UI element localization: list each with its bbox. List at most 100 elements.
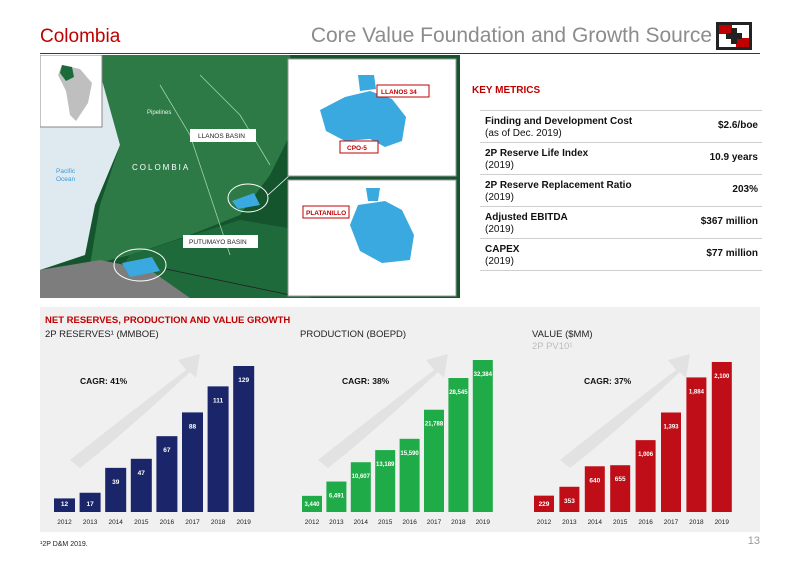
- data-label: 3,440: [304, 502, 320, 508]
- data-label: 6,491: [329, 494, 345, 500]
- x-tick-label: 2017: [664, 519, 679, 526]
- data-label: 2,100: [714, 374, 730, 380]
- bar-2018: [207, 386, 229, 512]
- page-title: Core Value Foundation and Growth Source: [310, 24, 712, 47]
- bar-2016: [399, 438, 420, 512]
- bar-2019: [472, 360, 493, 512]
- x-tick-label: 2014: [354, 519, 369, 526]
- x-tick-label: 2015: [134, 519, 149, 526]
- company-logo: [716, 22, 752, 50]
- data-label: 1,884: [689, 389, 705, 395]
- metric-sub: (2019): [485, 256, 514, 267]
- page-number: 13: [747, 535, 760, 547]
- metric-label: CAPEX: [485, 244, 520, 255]
- bar-2017: [182, 412, 203, 512]
- bar-2015: [130, 458, 152, 512]
- bar-2019: [711, 362, 732, 512]
- metric-row: 2P Reserve Replacement Ratio (2019) 203%: [480, 175, 762, 207]
- data-label: 1,393: [663, 425, 679, 431]
- data-label: 655: [615, 476, 626, 483]
- colombia-map: Pipelines COLOMBIA Pacific Ocean LLANOS …: [40, 55, 460, 298]
- cagr-label: CAGR: 37%: [584, 376, 632, 386]
- data-label: 15,590: [400, 451, 419, 457]
- metric-sub: (2019): [485, 160, 514, 171]
- bar-2013: [326, 481, 347, 512]
- putumayo-basin-label: PUTUMAYO BASIN: [189, 239, 247, 246]
- x-tick-label: 2016: [638, 519, 653, 526]
- platanillo-label: PLATANILLO: [306, 210, 346, 217]
- cagr-label: CAGR: 41%: [80, 376, 128, 386]
- x-tick-label: 2013: [329, 519, 344, 526]
- bar-2014: [584, 466, 605, 512]
- bar-2018: [686, 377, 707, 512]
- data-label: 88: [189, 423, 197, 430]
- x-tick-label: 2019: [476, 519, 491, 526]
- data-label: 39: [112, 479, 120, 486]
- metric-label: Finding and Development Cost: [485, 116, 633, 127]
- value-chart: 229 2012 353 2013 640 2014 655 2015 1,006 2016 1,3…: [534, 354, 732, 526]
- metric-value: $367 million: [700, 216, 758, 227]
- pipelines-label: Pipelines: [147, 110, 171, 116]
- production-chart: 3,440 2012 6,491 2013 10,607 2014 13,189 2015 15…: [302, 354, 493, 526]
- x-tick-label: 2018: [689, 519, 704, 526]
- metric-value: $2.6/boe: [717, 120, 758, 131]
- data-label: 229: [539, 501, 550, 508]
- x-tick-label: 2013: [562, 519, 577, 526]
- x-tick-label: 2015: [613, 519, 628, 526]
- ocean-label-1: Pacific: [56, 168, 76, 175]
- x-tick-label: 2019: [715, 519, 730, 526]
- bar-2013: [79, 492, 101, 512]
- x-tick-label: 2016: [402, 519, 417, 526]
- x-tick-label: 2017: [427, 519, 442, 526]
- bar-2017: [424, 409, 444, 512]
- data-label: 13,189: [376, 462, 395, 468]
- metric-row: CAPEX (2019) $77 million: [480, 239, 762, 271]
- cpo5-label: CPO-5: [347, 145, 367, 152]
- metric-value: 10.9 years: [709, 152, 758, 163]
- bar-2016: [156, 436, 178, 512]
- bar-2019: [233, 366, 255, 512]
- country-title: Colombia: [40, 26, 121, 47]
- reserves-chart-title: 2P RESERVES¹ (MMBOE): [45, 329, 159, 340]
- bar-2016: [635, 440, 656, 512]
- data-label: 28,545: [449, 390, 468, 396]
- footnote: ¹2P D&M 2019.: [40, 541, 88, 548]
- x-tick-label: 2015: [378, 519, 393, 526]
- metric-row: Finding and Development Cost (as of Dec.…: [480, 110, 762, 143]
- ocean-label-2: Ocean: [56, 176, 76, 183]
- x-tick-label: 2014: [108, 519, 123, 526]
- growth-arrow: [560, 354, 690, 468]
- bar-2012: [302, 495, 322, 512]
- metric-sub: (as of Dec. 2019): [485, 128, 562, 139]
- production-chart-title: PRODUCTION (BOEPD): [300, 329, 407, 340]
- data-label: 10,607: [352, 474, 371, 480]
- growth-panel-title: NET RESERVES, PRODUCTION AND VALUE GROWT…: [45, 315, 291, 326]
- data-label: 12: [61, 501, 69, 508]
- metric-row: Adjusted EBITDA (2019) $367 million: [480, 207, 762, 239]
- x-tick-label: 2012: [305, 519, 320, 526]
- x-tick-label: 2013: [83, 519, 98, 526]
- value-chart-subtitle: 2P PV10¹: [532, 341, 573, 352]
- bar-2012: [534, 495, 554, 512]
- data-label: 32,384: [474, 372, 493, 378]
- data-label: 129: [238, 377, 249, 384]
- growth-arrow: [70, 354, 200, 468]
- x-tick-label: 2019: [236, 519, 251, 526]
- x-tick-label: 2014: [588, 519, 603, 526]
- llanos34-label: LLANOS 34: [381, 89, 417, 96]
- x-tick-label: 2018: [211, 519, 226, 526]
- x-tick-label: 2018: [451, 519, 466, 526]
- bar-2017: [661, 412, 681, 512]
- bar-2018: [448, 378, 469, 512]
- bar-2014: [350, 462, 371, 512]
- x-tick-label: 2012: [537, 519, 552, 526]
- metric-label: 2P Reserve Replacement Ratio: [485, 180, 632, 191]
- header-divider: [40, 53, 760, 54]
- x-tick-label: 2016: [160, 519, 175, 526]
- data-label: 67: [163, 447, 171, 454]
- data-label: 111: [213, 397, 224, 404]
- metric-sub: (2019): [485, 192, 514, 203]
- data-label: 17: [86, 501, 94, 508]
- data-label: 640: [589, 477, 600, 484]
- reserves-chart: 12 2012 17 2013 39 2014 47 2015 67 2016 88 2017 111 2…: [54, 354, 255, 526]
